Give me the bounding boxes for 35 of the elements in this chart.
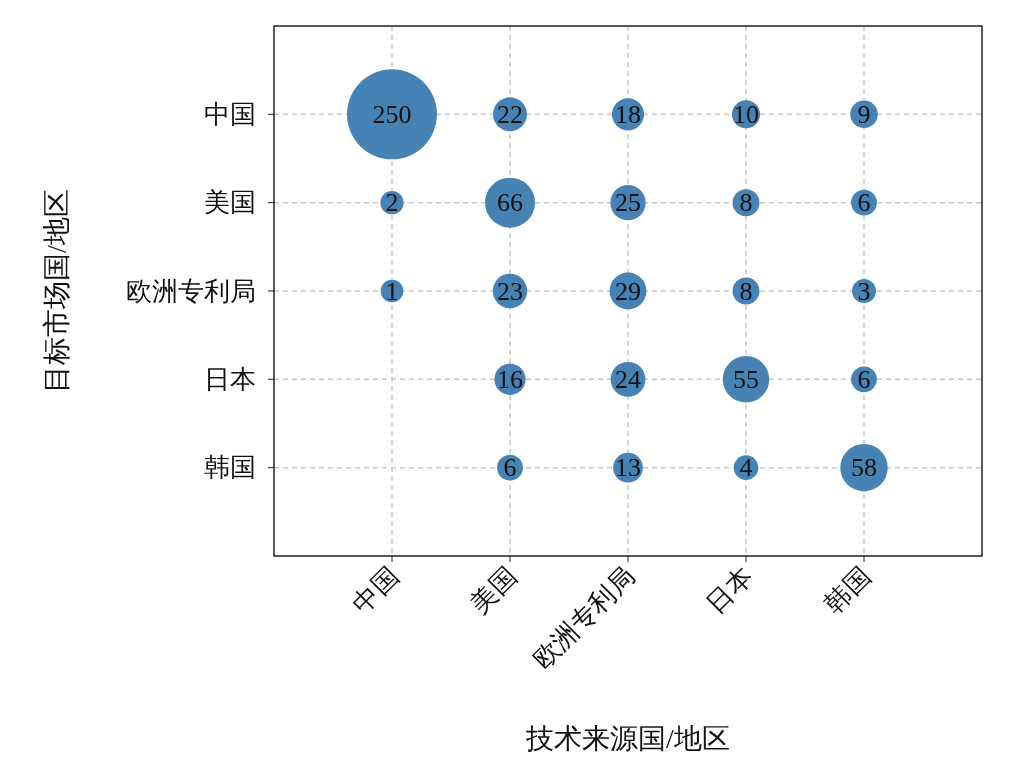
data-label: 29 bbox=[615, 276, 641, 306]
data-label: 9 bbox=[857, 99, 871, 129]
y-tick-label: 美国 bbox=[204, 188, 256, 218]
data-label: 24 bbox=[615, 364, 641, 394]
data-label: 6 bbox=[857, 364, 871, 394]
y-axis-title: 目标市场国/地区 bbox=[41, 189, 72, 393]
y-tick-label: 欧洲专利局 bbox=[126, 276, 256, 306]
data-label: 55 bbox=[733, 364, 759, 394]
x-tick-label: 欧洲专利局 bbox=[527, 561, 641, 675]
data-label: 16 bbox=[497, 364, 523, 394]
data-label: 10 bbox=[733, 99, 759, 129]
x-tick-label: 日本 bbox=[700, 561, 759, 620]
y-tick-label: 日本 bbox=[204, 364, 256, 394]
data-label: 8 bbox=[739, 188, 753, 218]
data-label: 8 bbox=[739, 276, 753, 306]
y-tick-label: 韩国 bbox=[204, 453, 256, 483]
x-tick-label: 中国 bbox=[346, 561, 405, 620]
data-label: 2 bbox=[385, 188, 399, 218]
data-label: 3 bbox=[857, 276, 871, 306]
data-label: 18 bbox=[615, 99, 641, 129]
data-label: 22 bbox=[497, 99, 523, 129]
data-label: 66 bbox=[497, 188, 523, 218]
data-label: 13 bbox=[615, 453, 641, 483]
data-label: 250 bbox=[372, 99, 412, 129]
x-tick-label: 韩国 bbox=[818, 561, 877, 620]
data-label: 4 bbox=[739, 453, 753, 483]
data-label: 58 bbox=[851, 453, 877, 483]
x-tick-label: 美国 bbox=[464, 561, 523, 620]
y-tick-label: 中国 bbox=[204, 99, 256, 129]
data-label: 25 bbox=[615, 188, 641, 218]
x-axis-title: 技术来源国/地区 bbox=[525, 723, 730, 754]
data-label: 6 bbox=[503, 453, 517, 483]
data-label: 1 bbox=[385, 276, 399, 306]
data-label: 23 bbox=[497, 276, 523, 306]
data-label: 6 bbox=[857, 188, 871, 218]
